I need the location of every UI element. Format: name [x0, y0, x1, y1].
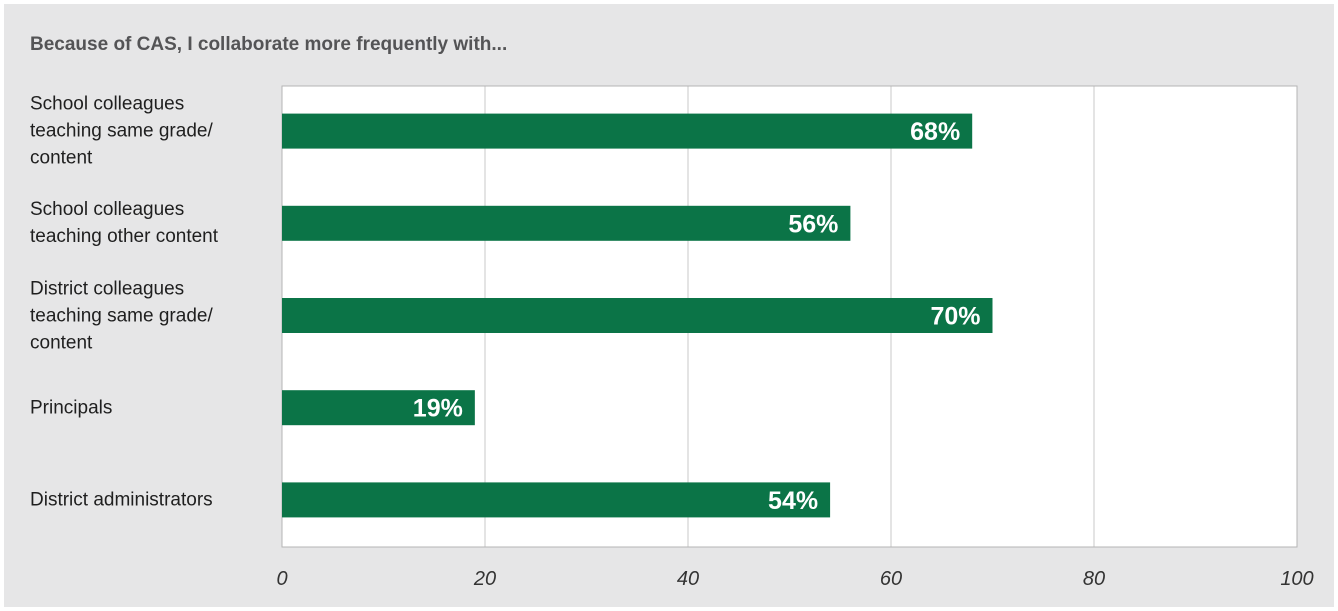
bar [282, 482, 831, 518]
bar [282, 205, 851, 241]
category-label: District administrators [30, 486, 270, 513]
x-tick-label: 100 [1280, 568, 1313, 590]
category-label-line: teaching same grade/ [30, 120, 213, 142]
category-label: School colleagues teaching other content [30, 196, 270, 250]
category-label-line: teaching same grade/ [30, 305, 213, 326]
category-label-line: content [30, 147, 93, 169]
category-label-line: School colleagues [30, 93, 185, 115]
bar-value-label: 56% [788, 210, 838, 238]
category-label-line: content [30, 332, 93, 353]
x-tick-label: 0 [276, 568, 287, 590]
category-label-line: District colleagues [30, 278, 185, 299]
category-label-line: School colleagues [30, 199, 185, 221]
category-label: Principals [30, 394, 270, 421]
category-label: School colleagues teaching same grade/con… [30, 91, 270, 172]
bar [282, 390, 475, 426]
category-label-line: District administrators [30, 489, 213, 511]
bar-value-label: 68% [910, 118, 960, 146]
category-label-line: Principals [30, 397, 113, 419]
bar [282, 113, 973, 149]
category-label: District colleagues teaching same grade/c… [30, 275, 270, 356]
x-tick-label: 60 [880, 568, 902, 590]
x-tick-label: 20 [473, 568, 496, 590]
x-tick-label: 80 [1083, 568, 1105, 590]
bar-value-label: 19% [413, 395, 463, 423]
x-tick-label: 40 [677, 568, 699, 590]
bar [282, 298, 993, 333]
chart-title: Because of CAS, I collaborate more frequ… [30, 34, 508, 55]
bar-value-label: 70% [930, 303, 980, 331]
bar-value-label: 54% [768, 487, 818, 515]
category-label-line: teaching other content [30, 226, 219, 248]
